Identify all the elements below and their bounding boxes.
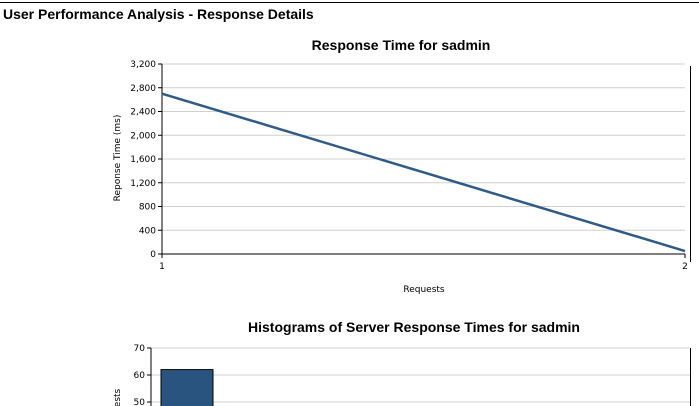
chart2-title: Histograms of Server Response Times for … <box>248 319 580 335</box>
chart1-x-axis-label: Requests <box>403 285 445 295</box>
chart1-y-tick-label: 800 <box>139 203 156 213</box>
chart1-right-border <box>690 66 691 262</box>
chart1-title: Response Time for sadmin <box>312 37 491 53</box>
page-title: User Performance Analysis - Response Det… <box>3 6 314 22</box>
chart2-y-tick-label: 50 <box>134 398 146 406</box>
chart1-y-axis-label: Reponse Time (ms) <box>113 115 123 202</box>
chart2-gridlines <box>151 347 690 403</box>
chart1-y-tick-label: 2,000 <box>130 131 156 141</box>
chart2-bars <box>160 369 214 406</box>
chart2-y-tick-label: 60 <box>134 371 146 381</box>
chart1-y-tick-label: 0 <box>150 250 156 260</box>
chart1-y-tick-label: 3,200 <box>130 60 156 70</box>
chart1-y-tick-label: 2,400 <box>130 108 156 118</box>
chart1-y-tick-label: 2,800 <box>130 84 156 94</box>
top-rule <box>0 2 699 3</box>
chart1-x-tick-label: 2 <box>682 262 688 272</box>
chart1-gridlines <box>162 63 685 231</box>
chart2-bar <box>160 369 214 406</box>
chart1-y-tick-label: 1,200 <box>130 179 156 189</box>
chart2-y-tick-label: 70 <box>134 344 146 354</box>
chart2-right-border <box>690 348 691 406</box>
chart1-y-ticks: 0 400 800 1,200 1,600 2,000 2,400 2,800 3,200 <box>130 60 162 260</box>
chart2-y-axis-label: ests <box>113 388 123 406</box>
chart1-series-line <box>161 92 686 253</box>
chart1-y-tick-label: 400 <box>139 226 156 236</box>
chart1-y-tick-label: 1,600 <box>130 155 156 165</box>
chart1-series <box>161 92 686 253</box>
chart2-y-ticks: 50 60 70 <box>134 344 151 406</box>
chart1-x-tick-label: 1 <box>159 262 165 272</box>
